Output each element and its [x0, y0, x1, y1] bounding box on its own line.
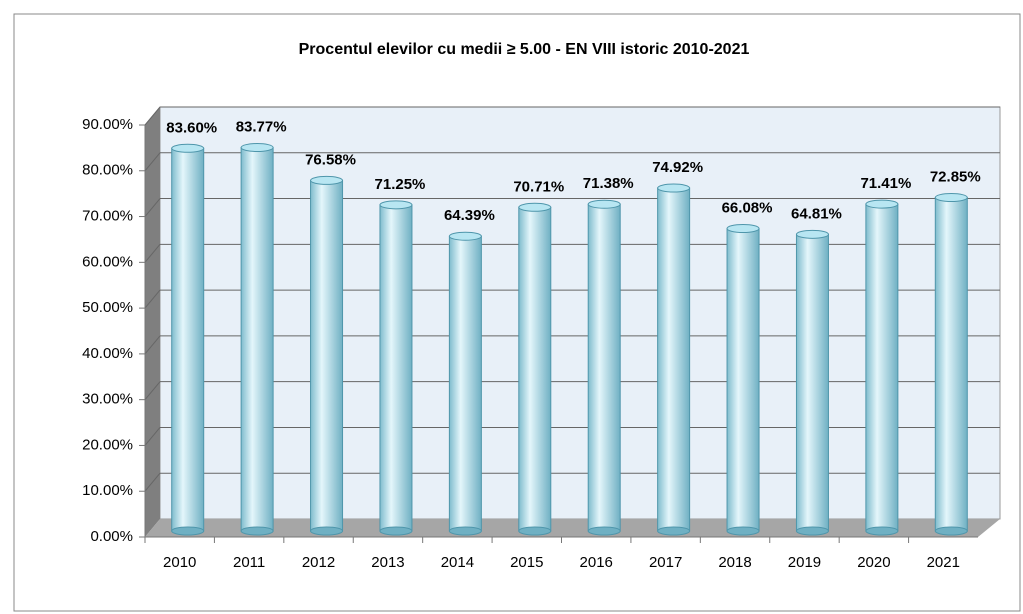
- bar-base: [448, 526, 482, 536]
- bar-top: [587, 199, 621, 209]
- bar-base: [240, 526, 274, 536]
- x-tick-label: 2017: [649, 554, 682, 571]
- grid-line: [144, 335, 161, 355]
- bar: [379, 204, 413, 532]
- bar: [587, 203, 621, 532]
- grid-line: [144, 289, 161, 309]
- bar-base: [657, 526, 691, 536]
- bar: [171, 147, 205, 532]
- y-tick-label: 80.00%: [82, 162, 133, 179]
- grid-line: [144, 152, 161, 172]
- bar-base: [726, 526, 760, 536]
- bar-base: [587, 526, 621, 536]
- bar: [726, 228, 760, 532]
- value-label: 71.41%: [860, 175, 911, 192]
- bar: [240, 147, 274, 532]
- grid-line: [144, 427, 161, 446]
- bar-base: [310, 526, 344, 536]
- value-label: 76.58%: [305, 151, 356, 168]
- value-label: 66.08%: [722, 199, 773, 216]
- y-tick-label: 90.00%: [82, 116, 133, 133]
- x-tick-label: 2018: [718, 554, 751, 571]
- bar: [934, 197, 968, 532]
- bar: [795, 233, 829, 532]
- y-tick-label: 20.00%: [82, 436, 133, 453]
- x-tick-label: 2020: [857, 554, 890, 571]
- value-label: 83.77%: [236, 118, 287, 135]
- value-label: 71.25%: [375, 176, 426, 193]
- bar-base: [865, 526, 899, 536]
- bar: [518, 206, 552, 532]
- bar-top: [657, 183, 691, 193]
- grid-line: [144, 472, 161, 492]
- value-label: 71.38%: [583, 175, 634, 192]
- x-tick-label: 2013: [371, 554, 404, 571]
- bar-top: [865, 199, 899, 209]
- x-tick-label: 2015: [510, 554, 543, 571]
- y-tick-label: 60.00%: [82, 253, 133, 270]
- value-label: 74.92%: [652, 159, 703, 176]
- bar-top: [171, 143, 205, 153]
- x-tick-label: 2014: [441, 554, 474, 571]
- bar: [310, 179, 344, 532]
- x-tick-label: 2010: [163, 554, 196, 571]
- bar-base: [934, 526, 968, 536]
- bar-top: [448, 231, 482, 241]
- bar-base: [795, 526, 829, 536]
- bar-base: [518, 526, 552, 536]
- bar-top: [934, 193, 968, 203]
- bar-top: [726, 224, 760, 234]
- grid-line: [144, 198, 161, 217]
- bar: [865, 203, 899, 532]
- y-tick-label: 50.00%: [82, 299, 133, 316]
- chart-title: Procentul elevilor cu medii ≥ 5.00 - EN …: [299, 41, 750, 58]
- floor: [145, 519, 1000, 537]
- bar: [657, 187, 691, 532]
- bar-top: [379, 200, 413, 210]
- value-label: 64.81%: [791, 205, 842, 222]
- grid-line: [144, 244, 161, 263]
- bar: [448, 235, 482, 532]
- x-tick-label: 2019: [788, 554, 821, 571]
- value-label: 83.60%: [166, 119, 217, 136]
- grid-line: [144, 106, 161, 126]
- y-tick-label: 40.00%: [82, 345, 133, 362]
- bar-base: [171, 526, 205, 536]
- grid-line: [144, 381, 161, 400]
- x-tick-label: 2016: [580, 554, 613, 571]
- side-wall: [145, 107, 160, 537]
- x-tick-label: 2011: [233, 554, 265, 571]
- y-tick-label: 30.00%: [82, 391, 133, 408]
- y-tick-label: 70.00%: [82, 208, 133, 225]
- bar-top: [240, 143, 274, 153]
- value-label: 64.39%: [444, 207, 495, 224]
- bar-top: [518, 202, 552, 212]
- x-tick-label: 2021: [927, 554, 960, 571]
- y-tick-label: 0.00%: [90, 528, 133, 545]
- bar-top: [310, 175, 344, 185]
- bar-top: [795, 229, 829, 239]
- x-tick-label: 2012: [302, 554, 335, 571]
- y-tick-label: 10.00%: [82, 482, 133, 499]
- value-label: 70.71%: [513, 178, 564, 195]
- bar-base: [379, 526, 413, 536]
- value-label: 72.85%: [930, 168, 981, 185]
